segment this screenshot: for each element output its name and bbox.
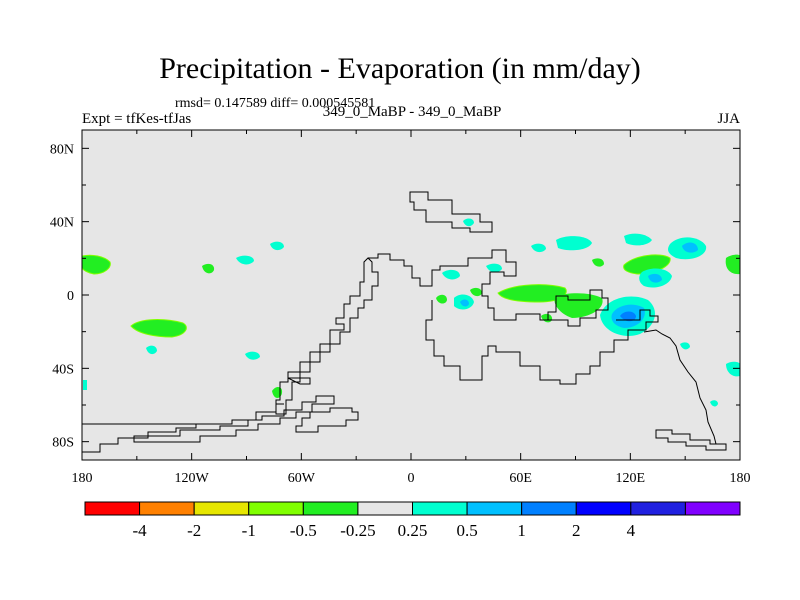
colorbar-label: -0.25 <box>340 521 375 540</box>
map-background <box>82 130 740 460</box>
anomaly-patch <box>236 255 254 265</box>
coastline <box>82 423 226 453</box>
coastlines <box>82 191 727 453</box>
coastline <box>275 257 379 415</box>
experiment-label: Expt = tfKes-tfJas <box>82 111 192 127</box>
stats-text: rmsd= 0.147589 diff= 0.000545581 <box>175 96 376 111</box>
x-tick-label: 180 <box>72 471 93 486</box>
x-tick-label: 0 <box>408 471 415 486</box>
anomaly-patch <box>245 351 260 360</box>
y-tick-label: 40N <box>50 216 74 231</box>
coastline <box>82 403 284 425</box>
anomaly-patch <box>436 294 447 304</box>
colorbar-swatch <box>684 501 741 516</box>
colorbar-label: -4 <box>132 521 147 540</box>
axis-ticks: 180 120W 60W 0 60E 120E 180 80N 40N 0 40S 80S <box>50 130 751 486</box>
anomaly-patch <box>725 254 740 275</box>
colorbar-label: -2 <box>187 521 201 540</box>
anomaly-patch <box>680 342 690 350</box>
anomaly-patch <box>442 269 460 280</box>
anomaly-patch <box>460 299 469 307</box>
anomaly-layer <box>82 218 740 407</box>
colorbar-swatch <box>466 501 523 516</box>
colorbar-swatch <box>575 501 632 516</box>
coastline <box>287 377 311 385</box>
colorbar-label: -1 <box>242 521 256 540</box>
x-tick-label: 120W <box>175 471 210 486</box>
coastline <box>368 249 609 327</box>
y-tick-label: 80N <box>50 142 74 157</box>
colorbar-label: 0.5 <box>456 521 477 540</box>
anomaly-patch <box>531 243 546 253</box>
anomaly-patch <box>624 233 652 246</box>
coastline <box>425 300 659 385</box>
coastline <box>295 407 359 433</box>
colorbar-swatch <box>412 501 468 516</box>
anomaly-patch <box>648 273 662 283</box>
anomaly-patch <box>202 263 215 274</box>
anomaly-patch <box>710 400 718 407</box>
x-tick-label: 60W <box>288 471 316 486</box>
plot-title: Precipitation - Evaporation (in mm/day) <box>159 52 641 85</box>
anomaly-patch <box>682 242 698 253</box>
colorbar-swatch <box>84 501 141 516</box>
x-tick-label: 180 <box>730 471 751 486</box>
anomaly-patch <box>146 345 157 355</box>
colorbar-swatch <box>302 501 359 516</box>
anomaly-patch <box>726 361 740 377</box>
colorbar-swatch <box>193 501 250 516</box>
anomaly-patch <box>620 311 636 322</box>
x-tick-label: 60E <box>509 471 532 486</box>
season-label: JJA <box>717 111 740 127</box>
y-tick-label: 0 <box>67 289 74 304</box>
anomaly-patch <box>83 380 87 390</box>
anomaly-patch <box>556 236 592 251</box>
y-tick-label: 40S <box>52 362 74 377</box>
anomaly-patch <box>554 293 603 318</box>
colorbar-swatch <box>139 501 195 516</box>
colorbar-swatch <box>248 501 304 516</box>
colorbar-label: 1 <box>517 521 526 540</box>
coastline <box>643 329 717 445</box>
colorbar-swatch <box>521 501 577 516</box>
colorbar-swatch <box>630 501 686 516</box>
coastline <box>655 429 727 451</box>
colorbar-label: 4 <box>627 521 636 540</box>
anomaly-patch <box>463 218 474 227</box>
colorbar-label: -0.5 <box>290 521 317 540</box>
coastline <box>133 395 335 443</box>
colorbar-swatch <box>357 501 413 516</box>
anomaly-patch <box>592 258 604 267</box>
y-tick-label: 80S <box>52 436 74 451</box>
coastline <box>409 191 493 233</box>
anomaly-patch <box>486 263 502 273</box>
anomaly-patch <box>130 319 187 338</box>
anomaly-patch <box>82 254 111 275</box>
colorbar-label: 0.25 <box>398 521 428 540</box>
x-tick-label: 120E <box>616 471 646 486</box>
runs-label: 349_0_MaBP - 349_0_MaBP <box>322 104 502 120</box>
anomaly-patch <box>270 241 284 251</box>
anomaly-patch <box>470 287 482 297</box>
colorbar: -4 -2 -1 -0.5 -0.25 0.25 0.5 1 2 4 <box>84 501 741 540</box>
colorbar-label: 2 <box>572 521 581 540</box>
